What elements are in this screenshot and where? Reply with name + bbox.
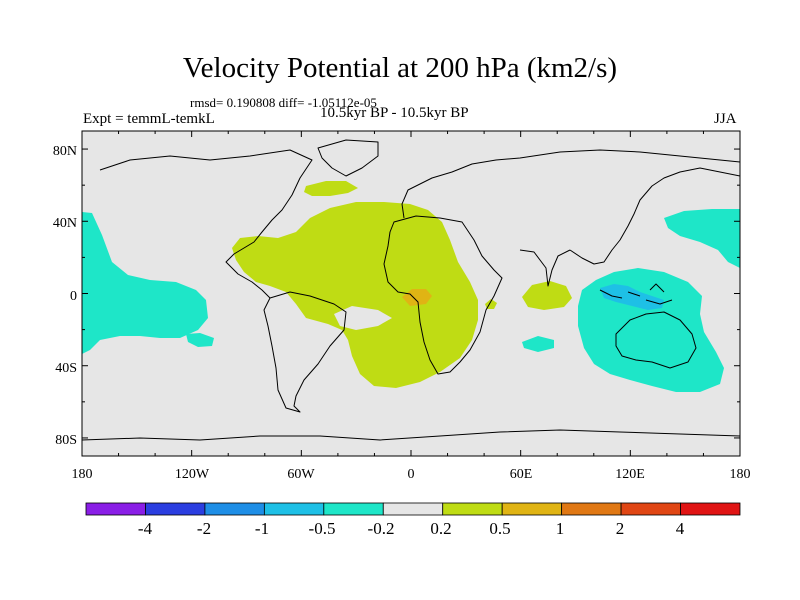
colorbar-label: 0.5 xyxy=(489,519,510,538)
colorbar-label: -0.5 xyxy=(309,519,336,538)
colorbar-box xyxy=(501,502,563,516)
season-label: JJA xyxy=(714,111,737,127)
atlantic-positive-anomaly xyxy=(232,202,478,388)
colorbar-box xyxy=(442,502,503,516)
india-coast xyxy=(519,249,571,287)
lon-label-0: 0 xyxy=(408,467,415,482)
map-title: Velocity Potential at 200 hPa (km2/s) xyxy=(182,52,618,84)
colorbar-label: 1 xyxy=(556,519,565,538)
colorbar-box xyxy=(145,502,206,516)
europe-coast xyxy=(401,149,741,219)
south-america-coast xyxy=(263,291,347,413)
indonesia-islands xyxy=(599,283,673,305)
africa-positive-core xyxy=(402,289,432,306)
lat-label-0: 0 xyxy=(70,289,77,304)
lon-label-120w: 120W xyxy=(175,467,210,482)
east-pacific-negative xyxy=(82,212,208,354)
asia-coast xyxy=(569,167,741,265)
latitude-labels: 80N 40N 0 40S 80S xyxy=(53,144,77,448)
colorbar-box xyxy=(620,502,681,516)
colorbar-box xyxy=(680,502,741,516)
colorbar-label: 0.2 xyxy=(430,519,451,538)
colorbar-box xyxy=(323,502,384,516)
colorbar-label: -4 xyxy=(138,519,153,538)
north-america-coast xyxy=(99,149,313,299)
colorbar-label: -2 xyxy=(197,519,211,538)
lat-label-80n: 80N xyxy=(53,144,77,159)
africa-coast xyxy=(383,215,503,375)
colorbar-box xyxy=(263,502,325,516)
australia-coast xyxy=(615,311,697,369)
colorbar-boxes xyxy=(85,502,741,516)
lon-label-60w: 60W xyxy=(287,467,315,482)
south-atlantic-gap xyxy=(334,306,392,330)
west-pacific-negative xyxy=(664,209,740,268)
indian-ocean-positive xyxy=(522,281,572,310)
greenland-coast xyxy=(317,139,379,177)
colorbar-box xyxy=(382,502,444,516)
center-label: 10.5kyr BP - 10.5kyr BP xyxy=(320,105,469,121)
colorbar-box xyxy=(561,502,622,516)
small-negative-blob xyxy=(186,333,214,347)
lat-label-80s: 80S xyxy=(55,433,77,448)
coastlines xyxy=(81,139,741,441)
colorbar-box xyxy=(85,502,146,516)
colorbar: -4 -2 -1 -0.5 -0.2 0.2 0.5 1 2 4 xyxy=(85,502,741,538)
lon-label-60e: 60E xyxy=(510,467,533,482)
lat-label-40n: 40N xyxy=(53,216,77,231)
north-atlantic-positive xyxy=(304,181,358,196)
colorbar-label: -0.2 xyxy=(368,519,395,538)
indian-ocean-negative xyxy=(522,336,554,352)
colorbar-label: 4 xyxy=(676,519,685,538)
stats-label: rmsd= 0.190808 diff= -1.05112e-05 xyxy=(190,95,377,110)
colorbar-box xyxy=(204,502,265,516)
longitude-labels: 180 120W 60W 0 60E 120E 180 xyxy=(72,467,751,482)
colorbar-labels: -4 -2 -1 -0.5 -0.2 0.2 0.5 1 2 4 xyxy=(138,519,685,538)
antarctica-coast xyxy=(81,429,741,441)
lon-label-180e: 180 xyxy=(730,467,751,482)
colorbar-label: -1 xyxy=(255,519,269,538)
lon-label-180w: 180 xyxy=(72,467,93,482)
experiment-label: Expt = temmL-temkL xyxy=(83,111,215,127)
axis-ticks xyxy=(81,131,741,456)
indonesia-core-negative xyxy=(600,284,664,310)
lon-label-120e: 120E xyxy=(615,467,645,482)
colorbar-label: 2 xyxy=(616,519,625,538)
lat-label-40s: 40S xyxy=(55,361,77,376)
